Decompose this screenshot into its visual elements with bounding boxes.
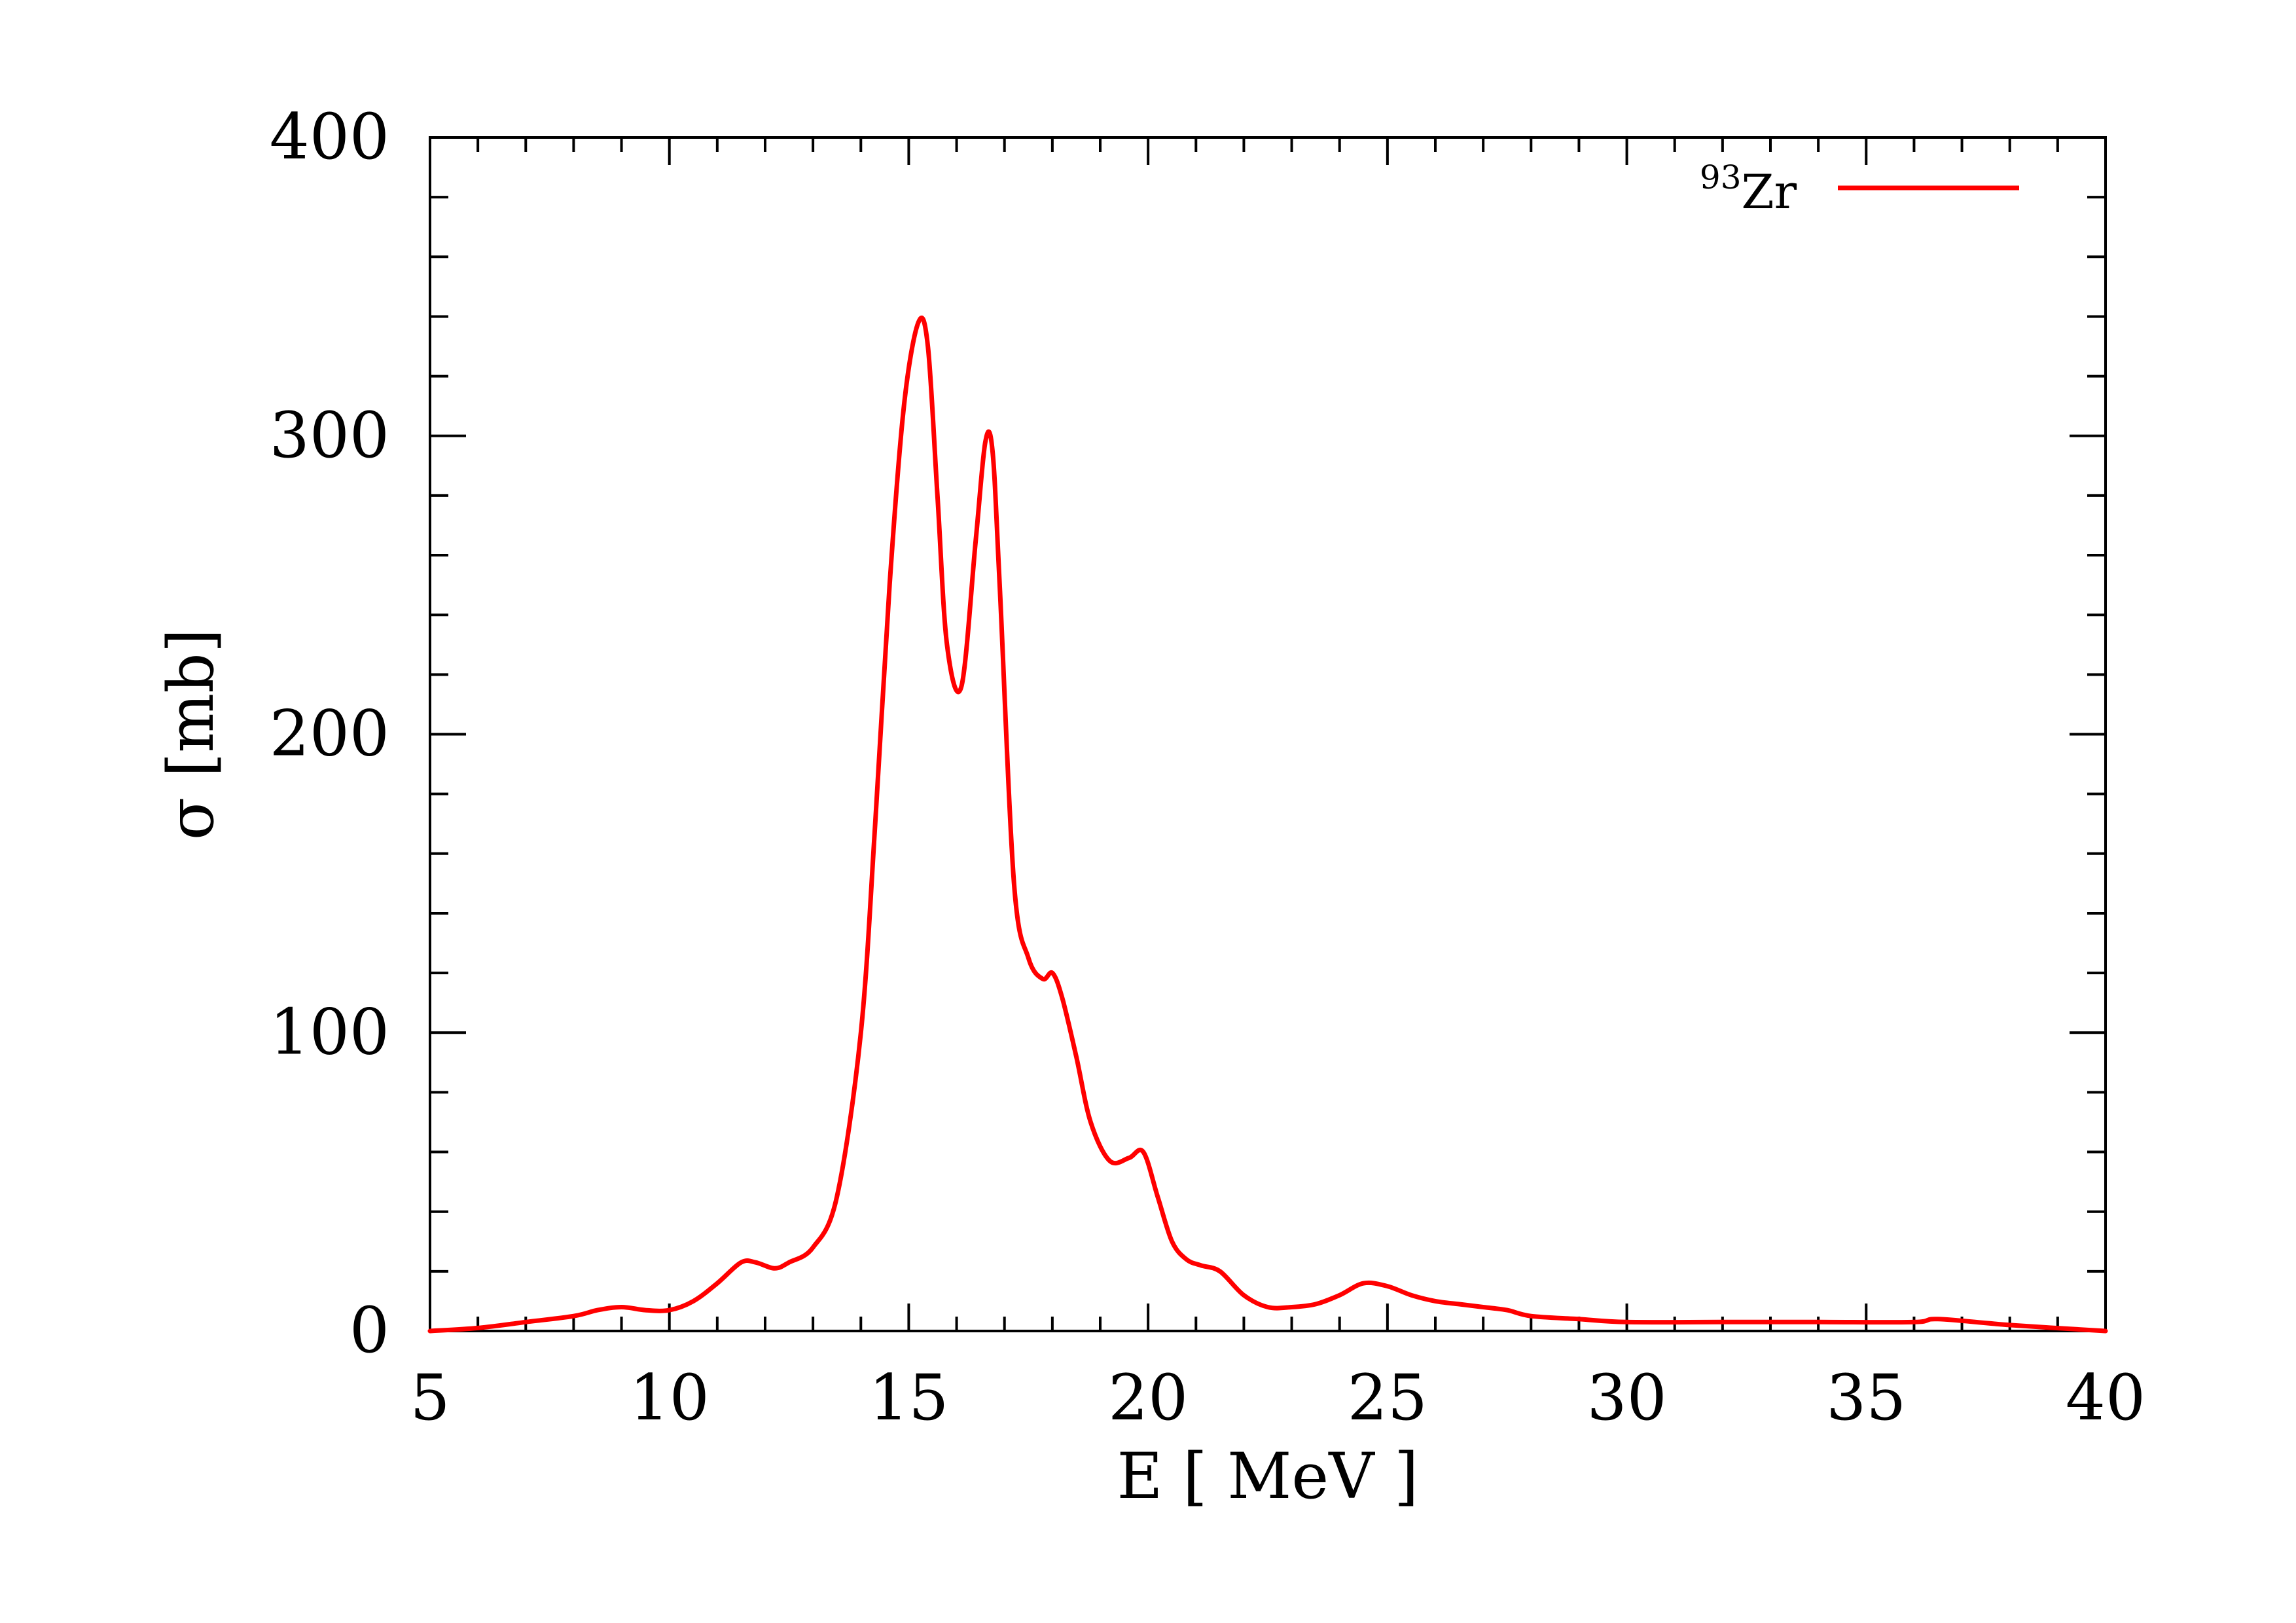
plot-area-frame	[429, 136, 2107, 1332]
legend: 93Zr	[1700, 158, 2019, 219]
y-tick-label: 0	[350, 1294, 389, 1367]
x-tick-label: 15	[869, 1361, 948, 1434]
series-line-93zr	[427, 316, 2108, 1334]
x-tick-label: 5	[410, 1361, 450, 1434]
ticks-group	[429, 136, 2107, 1332]
x-tick-label: 20	[1108, 1361, 1188, 1434]
y-tick-label: 200	[270, 697, 389, 771]
x-tick-label: 30	[1587, 1361, 1666, 1434]
x-tick-label: 35	[1826, 1361, 1906, 1434]
y-tick-label: 100	[270, 995, 389, 1068]
y-tick-label: 400	[270, 100, 389, 173]
legend-label-superscript: 93	[1700, 158, 1742, 196]
legend-label-base: Zr	[1742, 164, 1797, 219]
y-tick-label: 300	[270, 399, 389, 472]
legend-label: 93Zr	[1700, 158, 1797, 219]
y-axis-title: σ [mb]	[154, 629, 228, 840]
x-axis-title: E [ MeV ]	[1117, 1440, 1419, 1513]
x-tick-label: 25	[1348, 1361, 1427, 1434]
x-tick-label: 40	[2066, 1361, 2145, 1434]
x-tick-label: 10	[630, 1361, 709, 1434]
